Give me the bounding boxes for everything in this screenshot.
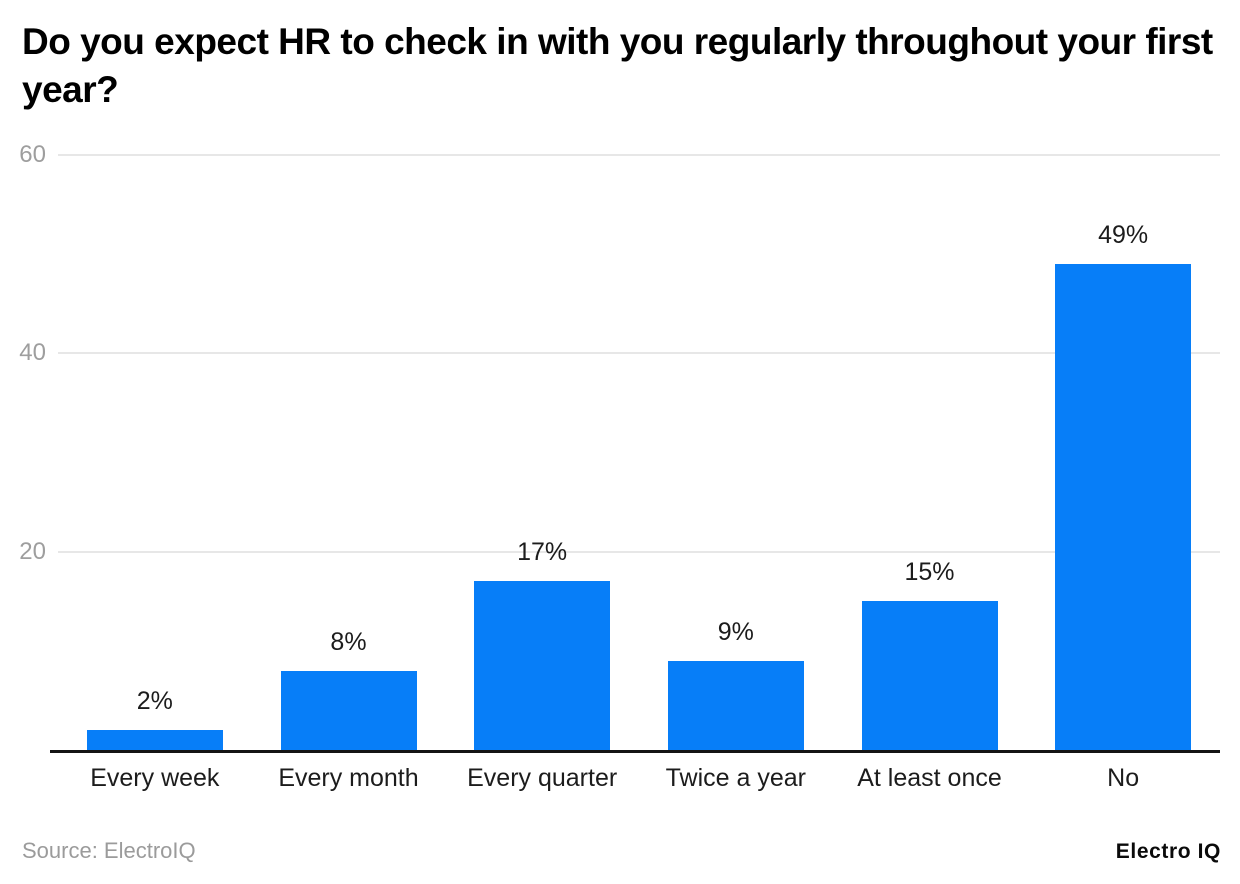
bar [474,581,611,750]
bar [667,660,804,750]
source-text: Source: ElectroIQ [22,838,196,863]
bar [280,670,417,750]
gridline [58,154,1220,156]
bar [861,601,998,750]
gridline [58,352,1220,355]
bar-value-label: 15% [904,558,955,587]
x-axis-category-label: Every month [278,764,419,792]
x-axis-category-label: Twice a year [665,764,806,792]
y-axis-tick-label: 20 [19,537,46,565]
bar-value-label: 9% [717,617,754,646]
bar-value-label: 2% [136,687,173,716]
brand-logo: Electro IQ [1115,840,1221,863]
x-axis-line [50,750,1220,753]
y-axis-tick-label: 40 [19,339,46,367]
bar-value-label: 49% [1098,221,1149,250]
chart-title: Do you expect HR to check in with you re… [22,21,1213,111]
y-axis-tick-label: 60 [19,141,46,168]
bar [86,730,223,750]
x-axis-category-label: No [1107,764,1140,792]
x-axis-category-label: Every quarter [467,764,618,792]
bar [1055,264,1192,750]
x-axis-category-label: Every week [90,764,220,792]
bar-value-label: 8% [330,627,367,656]
x-axis-category-label: At least once [857,764,1002,792]
gridline [58,550,1220,553]
bar-value-label: 17% [517,538,568,567]
